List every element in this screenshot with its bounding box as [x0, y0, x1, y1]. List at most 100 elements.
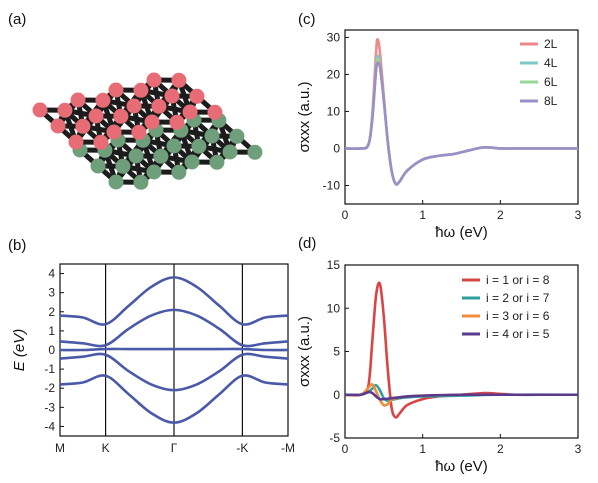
- y-tick-label: 4: [48, 267, 55, 281]
- legend-label: 2L: [544, 37, 558, 51]
- panel-label-c: (c): [298, 11, 316, 28]
- legend-label: i = 3 or i = 6: [486, 309, 550, 323]
- top-layer-atom: [207, 104, 223, 120]
- top-layer-atom: [171, 72, 187, 88]
- bottom-layer-atom: [184, 154, 200, 170]
- x-tick-label: 3: [575, 208, 582, 222]
- top-layer-atom: [189, 88, 205, 104]
- y-tick-label: -1: [44, 362, 55, 376]
- top-layer-atom: [169, 114, 185, 130]
- top-layer-atom: [32, 102, 48, 118]
- top-layer-atom: [164, 88, 180, 104]
- top-layer-atom: [57, 102, 73, 118]
- y-tick-label: 0: [48, 343, 55, 357]
- y-tick-label: -10: [323, 178, 341, 192]
- x-axis-label: ħω (eV): [435, 458, 488, 475]
- top-layer-atom: [126, 98, 142, 114]
- bilayer-lattice-illustration: [32, 72, 263, 190]
- conductivity-layers-chart: 0 1 2 3 30 20 10 0 -10 ħω (eV) σxxx (a.u.) 2L 4L 6L 8L: [296, 29, 582, 241]
- legend-label: i = 2 or i = 7: [486, 291, 550, 305]
- x-axis-label: ħω (eV): [435, 224, 488, 241]
- bottom-layer-atom: [90, 158, 106, 174]
- y-tick-label: 3: [48, 286, 55, 300]
- x-tick-label: 1: [419, 208, 426, 222]
- x-tick-label: Γ: [171, 441, 178, 455]
- y-tick-label: 0: [333, 141, 340, 155]
- bottom-layer-atom: [128, 148, 144, 164]
- band-line-5: [59, 374, 289, 424]
- plot-frame: [344, 29, 579, 205]
- top-layer-atom: [50, 118, 66, 134]
- y-tick-label: -2: [44, 381, 55, 395]
- top-layer-atom: [93, 134, 109, 150]
- bottom-layer-atom: [171, 164, 187, 180]
- y-tick-label: -3: [44, 400, 55, 414]
- panel-label-d: (d): [298, 235, 316, 252]
- legend-label: 6L: [544, 75, 558, 89]
- top-layer-atom: [106, 124, 122, 140]
- legend-label: i = 1 or i = 8: [486, 273, 550, 287]
- bottom-layer-atom: [133, 174, 149, 190]
- top-layer-atom: [131, 124, 147, 140]
- legend-label: i = 4 or i = 5: [486, 327, 550, 341]
- bottom-layer-atom: [115, 158, 131, 174]
- band-line-1: [59, 276, 289, 326]
- y-tick-label: -4: [44, 419, 55, 433]
- bottom-layer-atom: [146, 164, 162, 180]
- top-layer-atom: [108, 82, 124, 98]
- series-line-4: [344, 390, 578, 401]
- top-layer-atom: [68, 134, 84, 150]
- x-tick-label: 3: [575, 442, 582, 456]
- bottom-layer-atom: [222, 144, 238, 160]
- y-tick-label: 2: [48, 305, 55, 319]
- y-tick-label: 10: [327, 104, 341, 118]
- y-tick-label: 5: [333, 345, 340, 359]
- bottom-layer-atom: [209, 154, 225, 170]
- top-layer-atom: [95, 92, 111, 108]
- x-tick-label: M: [55, 441, 65, 455]
- top-layer-atom: [146, 72, 162, 88]
- y-tick-label: -5: [329, 431, 340, 445]
- y-tick-label: 15: [327, 258, 341, 272]
- y-axis-label: σxxx (a.u.): [296, 82, 313, 153]
- legend-label: 8L: [544, 94, 558, 108]
- bottom-layer-atom: [191, 138, 207, 154]
- top-layer-atom: [70, 92, 86, 108]
- band-line-4: [59, 352, 289, 392]
- y-axis-label: E (eV): [11, 329, 28, 372]
- top-layer-atom: [75, 118, 91, 134]
- bottom-layer-atom: [153, 148, 169, 164]
- y-axis-label: σxxx (a.u.): [296, 316, 313, 387]
- x-tick-label: 0: [342, 442, 349, 456]
- top-layer-atom: [113, 108, 129, 124]
- x-tick-label: -K: [236, 441, 248, 455]
- bottom-layer-atom: [108, 174, 124, 190]
- band-line-2: [59, 308, 289, 348]
- panel-label-b: (b): [8, 237, 26, 254]
- top-layer-atom: [144, 114, 160, 130]
- panel-label-a: (a): [8, 11, 26, 28]
- x-tick-label: 0: [342, 208, 349, 222]
- y-tick-label: 0: [333, 388, 340, 402]
- x-tick-label: -M: [281, 441, 295, 455]
- top-layer-atom: [133, 82, 149, 98]
- x-tick-label: 2: [497, 442, 504, 456]
- x-tick-label: K: [102, 441, 110, 455]
- bottom-layer-atom: [204, 128, 220, 144]
- y-tick-label: 1: [48, 324, 55, 338]
- top-layer-atom: [88, 108, 104, 124]
- bottom-layer-atom: [247, 144, 263, 160]
- top-layer-atom: [182, 104, 198, 120]
- series-line-4: [344, 61, 578, 186]
- top-layer-atom: [151, 98, 167, 114]
- bottom-layer-atom: [229, 128, 245, 144]
- y-tick-label: 30: [327, 30, 341, 44]
- x-tick-label: 1: [419, 442, 426, 456]
- legend-label: 4L: [544, 56, 558, 70]
- x-tick-label: 2: [497, 208, 504, 222]
- y-tick-label: 10: [327, 301, 341, 315]
- band-line-3: [59, 347, 289, 352]
- band-structure-chart: M K Γ -K -M 4 3 2 1 0 -1 -2 -3 -4 E (eV): [11, 263, 295, 455]
- y-tick-label: 20: [327, 67, 341, 81]
